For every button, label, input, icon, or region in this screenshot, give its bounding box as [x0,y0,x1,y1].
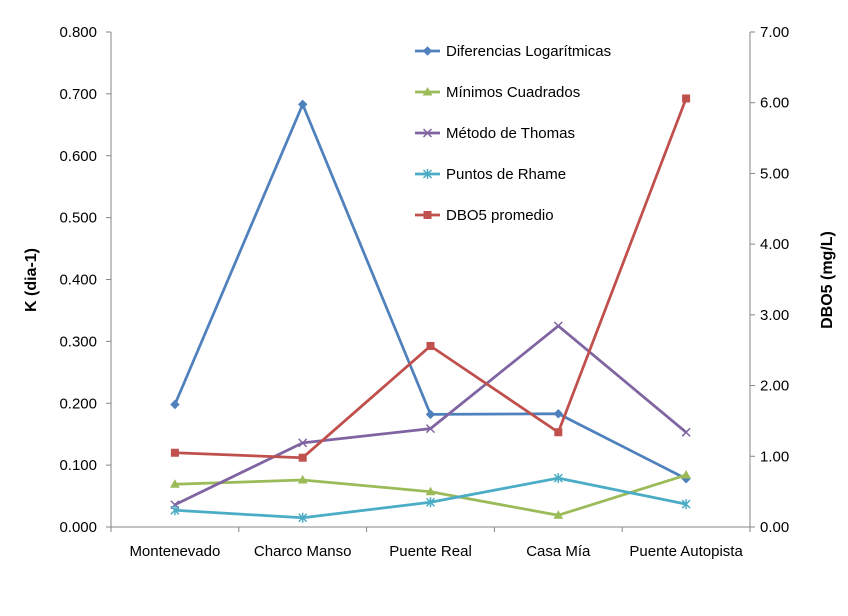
legend-marker [423,211,432,219]
legend-label: Mínimos Cuadrados [446,84,580,101]
right-tick-label: 3.00 [760,307,789,324]
data-point [682,94,691,103]
data-point [170,448,179,457]
data-point [553,409,564,419]
left-tick-label: 0.500 [59,210,97,227]
data-point [298,453,307,462]
data-point [553,473,563,484]
legend-item: DBO5 promedio [415,207,554,224]
series-layer [170,94,691,523]
data-point [425,409,436,420]
data-point [298,438,308,448]
data-point [553,321,563,331]
data-point [554,428,563,437]
legend-item: Método de Thomas [415,125,575,142]
data-point [681,427,691,437]
legend-label: DBO5 promedio [446,207,554,224]
data-point [170,399,180,410]
series-line [173,103,687,480]
x-tick-label: Montenevado [129,543,220,560]
left-axis-ticks: 0.000 0.100 0.200 0.300 0.400 0.500 0.600 0.700… [59,24,111,536]
x-tick-label: Charco Manso [254,543,352,560]
data-point [425,497,436,508]
left-tick-label: 0.200 [59,395,97,412]
legend-marker [422,86,433,96]
data-point [170,505,180,516]
x-axis-ticks: Montenevado Charco Manso Puente Real Casa M… [110,527,751,560]
left-tick-label: 0.000 [59,519,97,536]
left-tick-label: 0.800 [59,24,97,41]
data-point [297,474,308,484]
left-tick-label: 0.400 [59,272,97,289]
right-tick-label: 6.00 [760,95,789,112]
right-axis-title: DBO5 (mg/L) [819,231,836,329]
data-point [170,479,180,488]
legend-label: Puntos de Rhame [446,166,566,183]
x-tick-label: Casa Mía [526,543,591,560]
left-tick-label: 0.600 [59,148,97,165]
right-tick-label: 7.00 [760,24,789,41]
left-tick-label: 0.300 [59,333,97,350]
data-point [681,499,691,510]
series-2 [170,321,691,510]
legend-item: Mínimos Cuadrados [415,84,580,101]
legend-label: Método de Thomas [446,125,575,142]
right-tick-label: 0.00 [760,519,789,536]
data-point [297,99,308,110]
x-tick-label: Puente Real [389,543,472,560]
legend-item: Puntos de Rhame [415,166,566,183]
data-point [425,424,436,434]
right-tick-label: 5.00 [760,165,789,182]
right-tick-label: 2.00 [760,378,789,395]
legend-marker [422,128,433,138]
legend-marker [422,169,433,179]
left-axis-title: K (dia-1) [23,248,40,312]
legend: Diferencias Logarítmicas Mínimos Cuadrado… [415,43,611,224]
right-tick-label: 1.00 [760,448,789,465]
data-point [425,486,436,496]
legend-item: Diferencias Logarítmicas [415,43,611,60]
series-line [174,97,688,460]
series-4 [170,94,691,462]
x-tick-label: Puente Autopista [629,543,743,560]
series-1 [170,470,691,519]
data-point [298,512,308,523]
series-3 [170,473,691,523]
legend-marker [422,46,433,56]
left-tick-label: 0.700 [59,86,97,103]
series-0 [170,99,691,484]
right-axis-ticks: 0.00 1.00 2.00 3.00 4.00 5.00 6.00 7.00 [750,24,789,536]
data-point [426,341,435,350]
right-tick-label: 4.00 [760,236,789,253]
data-point [553,510,564,519]
left-tick-label: 0.100 [59,457,97,474]
data-point [681,470,691,479]
legend-label: Diferencias Logarítmicas [446,43,611,60]
